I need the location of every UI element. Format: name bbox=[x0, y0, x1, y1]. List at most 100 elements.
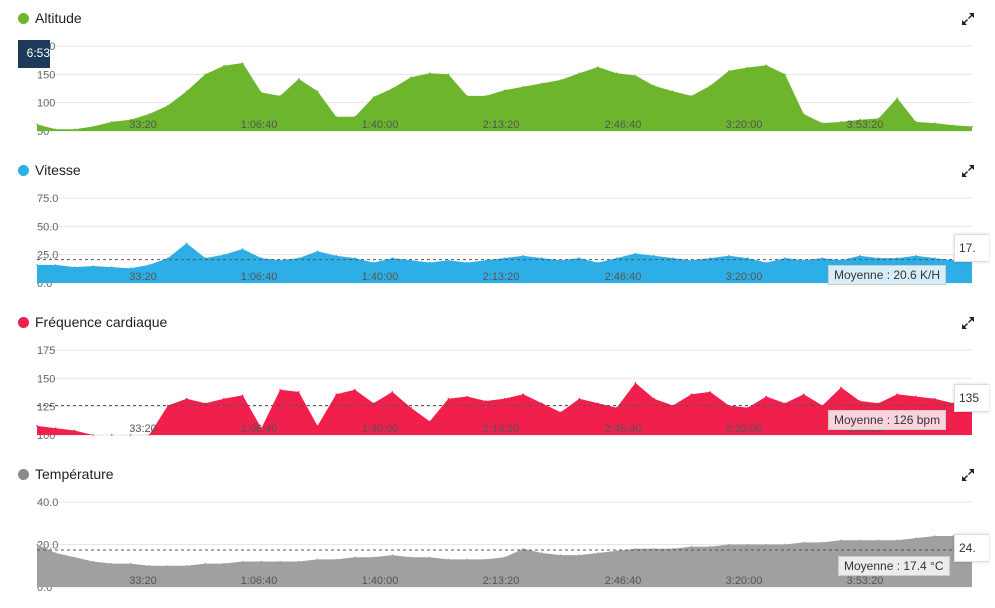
data-point bbox=[634, 74, 637, 77]
data-point bbox=[541, 402, 543, 405]
data-point bbox=[522, 548, 524, 550]
data-point bbox=[167, 104, 169, 107]
y-tick-label: 125 bbox=[37, 402, 55, 414]
data-point bbox=[859, 255, 861, 257]
data-point bbox=[615, 407, 618, 409]
y-tick-label: 50.0 bbox=[37, 221, 58, 233]
data-point bbox=[541, 82, 543, 85]
expand-icon[interactable] bbox=[961, 164, 975, 178]
data-point bbox=[466, 95, 468, 97]
data-point bbox=[335, 393, 338, 395]
x-tick-label: 1:40:00 bbox=[362, 119, 399, 131]
data-point bbox=[802, 259, 805, 262]
data-point bbox=[802, 113, 805, 115]
data-point bbox=[204, 562, 207, 565]
data-point bbox=[728, 543, 730, 546]
data-point bbox=[223, 397, 225, 400]
data-point bbox=[802, 541, 805, 544]
data-point bbox=[241, 560, 244, 563]
data-point bbox=[746, 66, 749, 69]
data-point bbox=[971, 125, 973, 128]
data-point bbox=[634, 548, 637, 550]
data-point bbox=[279, 388, 281, 391]
data-point bbox=[784, 543, 786, 546]
heart-rate-title: Fréquence cardiaque bbox=[18, 314, 167, 330]
data-point bbox=[129, 118, 132, 121]
altitude-chart: 2001501005033:201:06:401:40:002:13:202:4… bbox=[36, 41, 973, 138]
y-tick-label: 25.0 bbox=[37, 250, 58, 262]
altitude-panel: Altitude 2001501005033:201:06:401:40:002… bbox=[0, 0, 995, 152]
data-point bbox=[428, 261, 431, 264]
data-point bbox=[204, 257, 207, 259]
data-point bbox=[485, 400, 487, 402]
data-point bbox=[578, 554, 581, 556]
x-tick-label: 3:53:20 bbox=[847, 575, 884, 587]
expand-icon[interactable] bbox=[961, 468, 975, 482]
data-point bbox=[204, 73, 207, 76]
data-point bbox=[896, 257, 898, 259]
data-point bbox=[54, 128, 57, 131]
data-point bbox=[653, 548, 655, 550]
data-point bbox=[597, 261, 599, 264]
x-tick-label: 33:20 bbox=[129, 575, 157, 587]
heart-rate-average-label: Moyenne : 126 bpm bbox=[828, 410, 947, 430]
temperature-end-value: 24. bbox=[954, 534, 989, 562]
x-tick-label: 33:20 bbox=[129, 271, 157, 283]
data-point bbox=[298, 78, 300, 80]
data-point bbox=[821, 541, 824, 544]
data-point bbox=[578, 72, 581, 74]
data-point bbox=[615, 550, 618, 552]
data-point bbox=[354, 556, 356, 559]
data-point bbox=[597, 552, 599, 554]
data-point bbox=[410, 407, 412, 409]
data-point bbox=[485, 259, 487, 262]
data-point bbox=[672, 90, 674, 93]
data-point bbox=[298, 391, 300, 393]
data-point bbox=[821, 404, 824, 407]
data-point bbox=[391, 257, 394, 259]
data-point bbox=[915, 537, 917, 539]
data-point bbox=[709, 545, 711, 548]
expand-icon[interactable] bbox=[961, 316, 975, 330]
data-point bbox=[915, 395, 917, 398]
x-tick-label: 1:40:00 bbox=[362, 423, 399, 435]
data-point bbox=[167, 404, 169, 407]
series-area bbox=[37, 243, 972, 283]
data-point bbox=[485, 558, 487, 561]
data-point bbox=[821, 122, 824, 124]
data-point bbox=[391, 87, 394, 90]
data-point bbox=[559, 79, 562, 81]
altitude-title: Altitude bbox=[18, 10, 82, 26]
y-tick-label: 150 bbox=[37, 373, 55, 385]
expand-icon[interactable] bbox=[961, 12, 975, 26]
data-point bbox=[765, 64, 768, 67]
data-point bbox=[54, 552, 57, 554]
data-point bbox=[36, 264, 38, 266]
data-point bbox=[298, 560, 300, 563]
data-point bbox=[260, 560, 263, 563]
data-point bbox=[279, 560, 281, 563]
data-point bbox=[541, 257, 543, 259]
data-point bbox=[503, 397, 506, 400]
temperature-title: Température bbox=[18, 466, 114, 482]
data-point bbox=[915, 255, 917, 257]
data-point bbox=[896, 393, 898, 395]
data-point bbox=[952, 402, 955, 405]
data-point bbox=[204, 402, 207, 405]
data-point bbox=[316, 250, 319, 253]
data-point bbox=[859, 118, 861, 121]
data-point bbox=[73, 128, 76, 131]
data-point bbox=[185, 397, 188, 400]
data-point bbox=[54, 264, 57, 266]
data-point bbox=[690, 545, 693, 548]
data-point bbox=[933, 257, 936, 259]
heart-rate-title-text: Fréquence cardiaque bbox=[35, 314, 168, 330]
data-point bbox=[223, 562, 225, 565]
heart-rate-end-value: 135 bbox=[954, 384, 989, 412]
data-point bbox=[522, 255, 524, 257]
data-point bbox=[92, 434, 94, 436]
data-point bbox=[54, 427, 57, 429]
data-point bbox=[92, 125, 94, 128]
data-point bbox=[92, 265, 94, 267]
data-point bbox=[746, 407, 749, 409]
